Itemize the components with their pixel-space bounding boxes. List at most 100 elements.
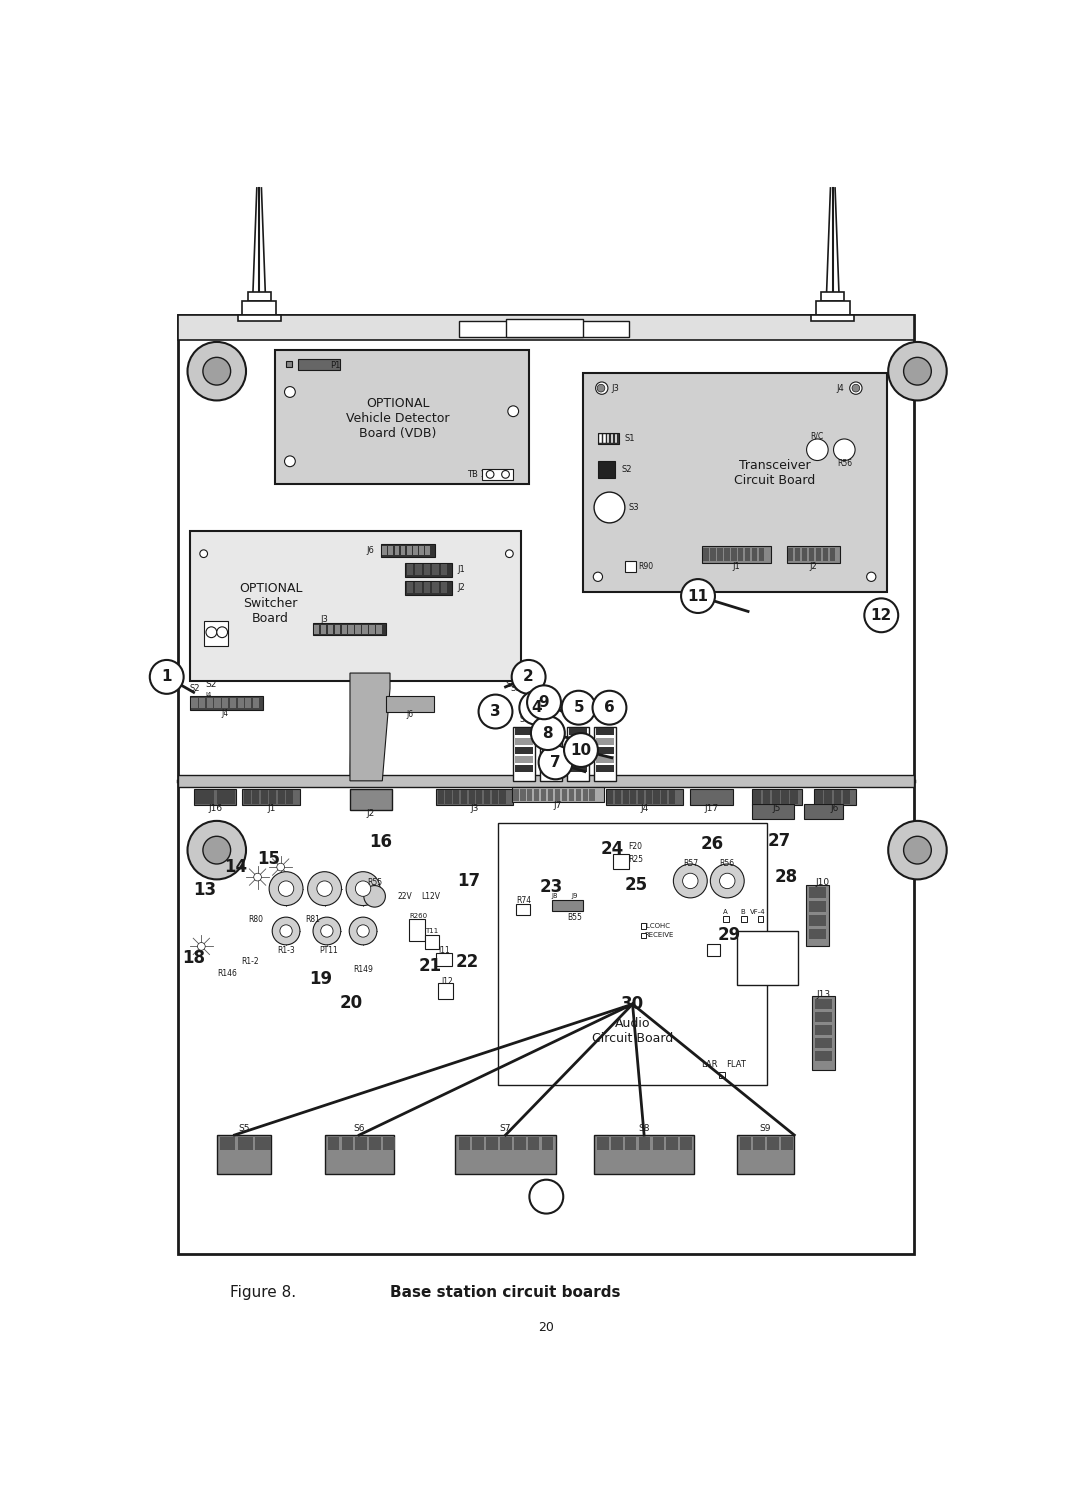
Bar (829, 548, 835, 562)
Bar (724, 548, 729, 562)
Text: J9: J9 (571, 894, 578, 900)
Bar (613, 855, 629, 870)
Bar (436, 952, 452, 966)
Text: J1: J1 (268, 804, 276, 813)
Bar (740, 1137, 752, 1151)
Bar (787, 547, 840, 563)
Bar (710, 548, 715, 562)
Bar (594, 727, 616, 781)
Text: S1: S1 (505, 680, 517, 689)
Text: R90: R90 (637, 562, 653, 571)
Text: R74: R74 (516, 895, 532, 904)
Circle shape (594, 572, 602, 581)
Bar (491, 790, 498, 804)
Circle shape (720, 873, 734, 889)
Circle shape (206, 626, 216, 638)
Bar (804, 804, 843, 819)
Text: 29: 29 (717, 925, 741, 943)
Text: 6: 6 (604, 700, 615, 715)
Text: 14: 14 (225, 858, 247, 876)
Text: S2: S2 (546, 715, 555, 724)
Bar (623, 790, 629, 804)
Bar (540, 789, 546, 801)
Circle shape (519, 691, 553, 724)
Circle shape (904, 357, 932, 385)
Bar (355, 625, 360, 634)
Bar (568, 746, 587, 754)
Circle shape (594, 493, 625, 523)
Bar (253, 698, 259, 709)
Bar (568, 789, 575, 801)
Text: PT11: PT11 (319, 946, 338, 955)
Bar (513, 727, 535, 781)
Bar (313, 623, 386, 635)
Circle shape (682, 873, 698, 889)
Bar (737, 1136, 794, 1173)
Bar (216, 1136, 271, 1173)
Text: 22V: 22V (398, 892, 413, 901)
Bar (625, 562, 635, 572)
Text: R/C: R/C (811, 431, 824, 440)
Bar (815, 790, 823, 804)
Bar (608, 434, 610, 443)
Bar (515, 756, 533, 763)
Text: B55: B55 (567, 913, 582, 922)
Text: 22: 22 (455, 952, 479, 970)
Bar (542, 1137, 553, 1151)
Bar (724, 916, 729, 922)
Text: J16: J16 (208, 804, 223, 813)
Text: J7: J7 (553, 801, 562, 810)
Text: 24: 24 (600, 840, 624, 858)
Text: S1: S1 (519, 715, 529, 724)
Text: J1: J1 (457, 565, 465, 574)
Bar (812, 996, 835, 1069)
Bar (540, 727, 562, 781)
Circle shape (188, 342, 246, 401)
Bar (596, 728, 614, 736)
Circle shape (486, 470, 494, 478)
Circle shape (285, 457, 295, 467)
Circle shape (502, 470, 510, 478)
Text: 15: 15 (257, 850, 280, 868)
Bar (192, 698, 197, 709)
Text: S8: S8 (639, 1125, 650, 1134)
Bar (321, 625, 326, 634)
Bar (414, 547, 418, 556)
Bar (472, 1137, 484, 1151)
Bar (534, 789, 539, 801)
Bar (513, 789, 518, 801)
Bar (548, 789, 553, 801)
Circle shape (254, 873, 261, 882)
Text: S2: S2 (206, 680, 216, 689)
Text: 2: 2 (523, 670, 534, 685)
Bar (576, 789, 581, 801)
Bar (552, 900, 582, 912)
Text: 8: 8 (543, 725, 553, 740)
Text: 7: 7 (550, 756, 561, 771)
Bar (790, 790, 798, 804)
Text: RECEIVE: RECEIVE (644, 931, 674, 937)
Bar (484, 790, 490, 804)
Bar (611, 434, 613, 443)
Circle shape (203, 837, 230, 864)
Bar (515, 728, 533, 736)
Text: R57: R57 (682, 859, 698, 868)
Text: R81: R81 (306, 915, 321, 924)
Text: 3: 3 (490, 704, 501, 719)
Bar (297, 359, 340, 371)
Bar (809, 928, 826, 939)
Bar (596, 737, 614, 745)
Bar (499, 790, 505, 804)
Text: B: B (740, 909, 745, 915)
Bar (419, 547, 424, 556)
Bar (416, 583, 421, 593)
Bar (441, 565, 447, 575)
Circle shape (280, 925, 292, 937)
Bar (520, 789, 526, 801)
Bar (815, 548, 821, 562)
Bar (815, 1024, 831, 1035)
Bar (214, 698, 221, 709)
Bar (461, 790, 467, 804)
Bar (815, 1012, 831, 1021)
Bar (286, 360, 292, 368)
